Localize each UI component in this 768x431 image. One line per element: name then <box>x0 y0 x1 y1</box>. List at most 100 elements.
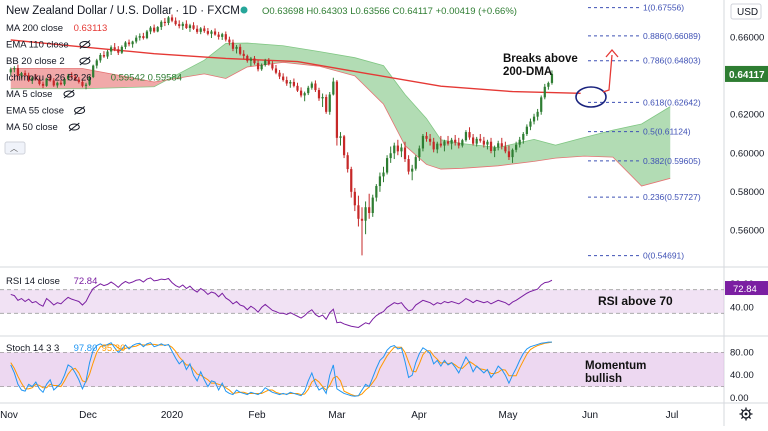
candle-body <box>540 97 543 112</box>
symbol-title: New Zealand Dollar / U.S. Dollar · 1D · … <box>6 5 240 17</box>
momentum-annotation-line2: bullish <box>585 373 622 385</box>
eye-slash <box>68 122 80 132</box>
candle-body <box>389 153 392 159</box>
ohlc-readout: O0.63698 H0.64303 L0.63566 C0.64117 +0.0… <box>262 6 517 17</box>
candle-body <box>124 42 127 47</box>
price-tick-label: 0.66000 <box>730 33 764 44</box>
time-tick-label: Jul <box>666 410 679 421</box>
eye-shape <box>74 107 86 114</box>
candle-body <box>282 76 285 81</box>
candle-body <box>439 143 442 146</box>
candle-body <box>41 83 45 86</box>
candle-body <box>325 97 328 112</box>
candle-body <box>310 83 313 88</box>
candle-body <box>213 31 217 35</box>
candle-body <box>170 17 174 21</box>
candle-body <box>378 176 382 187</box>
candle-body <box>314 83 317 91</box>
candle-body <box>332 81 335 95</box>
price-tick-label: 0.56000 <box>730 225 764 236</box>
candle-body <box>145 31 149 39</box>
currency-badge[interactable] <box>730 3 762 20</box>
candle-body <box>135 37 138 42</box>
indicator-label: EMA 55 close <box>6 106 64 117</box>
settings-gear-icon[interactable] <box>739 407 753 421</box>
indicator-legend-item[interactable]: MA 5 close <box>6 89 75 100</box>
ichimoku-cloud-segment <box>167 43 671 187</box>
candle-body <box>307 87 310 94</box>
candle-body <box>84 84 88 86</box>
stoch-tick-label: 40.00 <box>730 370 754 381</box>
candle-body <box>149 27 152 32</box>
visibility-hidden-icon[interactable] <box>74 106 86 115</box>
candle-body <box>206 31 209 34</box>
visibility-hidden-icon[interactable] <box>79 40 91 49</box>
candle-body <box>45 78 48 86</box>
currency-label: USD <box>737 7 758 18</box>
candle-body <box>92 65 95 77</box>
indicator-legend-item[interactable]: EMA 110 close <box>6 40 91 51</box>
indicator-label: MA 50 close <box>6 122 58 133</box>
candle-body <box>500 143 503 147</box>
fib-level-label: 0(0.54691) <box>643 251 684 261</box>
stoch-tick-label: 80.00 <box>730 347 754 358</box>
ichimoku-span-a <box>10 42 671 148</box>
indicator-legend-item[interactable]: EMA 55 close <box>6 106 86 117</box>
candle-body <box>160 21 163 28</box>
fib-level-label: 0.618(0.62642) <box>643 97 701 107</box>
candle-body <box>464 132 468 141</box>
candle-body <box>185 23 188 29</box>
candle-body <box>20 73 23 76</box>
candle-body <box>192 25 195 29</box>
indicator-legend-item[interactable]: MA 200 close 0.63113 <box>6 23 107 34</box>
candle-body <box>271 64 274 69</box>
candle-body <box>350 169 353 192</box>
indicator-legend-item[interactable]: Ichimoku 9 26 52 26 0.59542 0.59584 <box>6 73 182 84</box>
candle-body <box>497 143 500 148</box>
candle-body <box>292 81 296 86</box>
candle-body <box>106 51 109 57</box>
rsi-band <box>0 289 724 314</box>
candle-body <box>210 31 213 34</box>
momentum-annotation-line1: Momentum <box>585 360 646 372</box>
candle-body <box>285 80 288 84</box>
candle-body <box>432 141 435 150</box>
candle-body <box>23 73 27 76</box>
candle-body <box>249 58 253 61</box>
indicator-value: 0.59542 0.59584 <box>111 73 182 84</box>
candle-body <box>156 27 159 32</box>
fib-level-label: 0.382(0.59605) <box>643 156 701 166</box>
indicator-legend-item[interactable]: MA 50 close <box>6 122 80 133</box>
candle-body <box>296 85 299 91</box>
candle-body <box>167 17 170 24</box>
candle-body <box>418 148 421 158</box>
candle-body <box>228 39 231 43</box>
candle-body <box>543 86 546 98</box>
indicator-legend-item[interactable]: BB 20 close 2 <box>6 56 91 67</box>
visibility-hidden-icon[interactable] <box>79 56 91 66</box>
ma200-line <box>10 39 581 95</box>
visibility-hidden-icon[interactable] <box>68 122 80 132</box>
candle-body <box>493 147 496 151</box>
candle-body <box>217 34 220 37</box>
candle-body <box>385 158 389 173</box>
candle-body <box>482 140 485 145</box>
chevron-up-icon: ︿ <box>10 144 18 153</box>
candle-body <box>414 157 417 169</box>
rsi-line <box>10 277 553 328</box>
candle-body <box>536 111 539 117</box>
candle-body <box>371 197 374 214</box>
candle-body <box>196 28 199 32</box>
indicator-label: EMA 110 close <box>6 40 69 51</box>
visibility-hidden-icon[interactable] <box>63 89 75 99</box>
candle-body <box>142 36 145 39</box>
eye-shape <box>68 123 80 131</box>
candle-body <box>479 138 482 141</box>
candle-body <box>163 21 166 24</box>
candle-body <box>235 46 238 49</box>
collapse-legend-button[interactable] <box>4 141 26 155</box>
eye-slash <box>63 89 75 99</box>
candle-body <box>264 60 267 66</box>
candle-body <box>31 77 34 81</box>
candle-body <box>56 82 59 86</box>
